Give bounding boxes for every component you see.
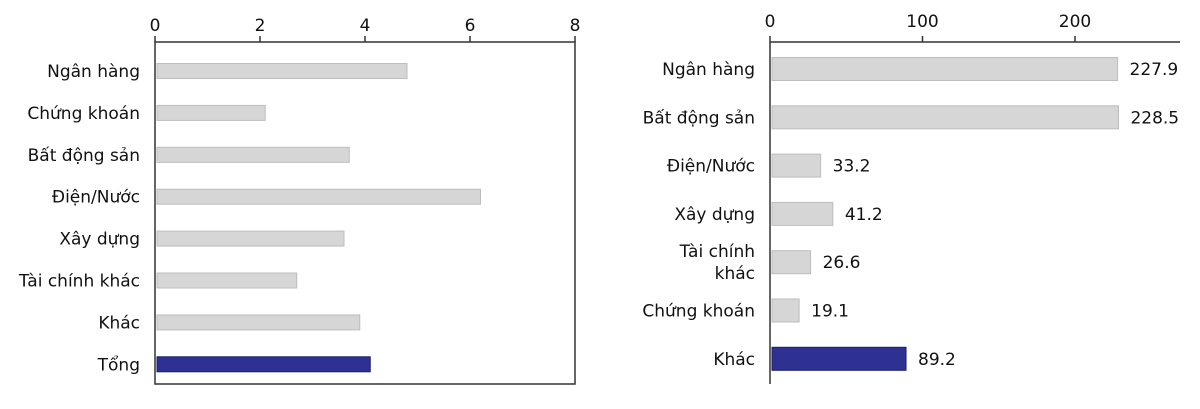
chart-right: 0 100 200 Ngân hàng 227.9 Bất động sản 228.5 Đi… (642, 12, 1180, 384)
x-tick-label: 6 (465, 16, 476, 36)
bar (156, 63, 408, 79)
bar (771, 201, 834, 226)
category-label: Khác (713, 350, 755, 370)
bar (771, 250, 812, 275)
category-label: Khác (98, 313, 140, 333)
data-label: 228.5 (1130, 108, 1179, 128)
category-label: Tổng (97, 354, 140, 375)
category-label: Chứng khoán (642, 302, 755, 322)
data-label: 19.1 (811, 302, 849, 322)
x-tick-label: 100 (906, 12, 938, 32)
bar (156, 188, 481, 205)
x-tick-label: 2 (255, 16, 266, 36)
category-label: Bất động sản (28, 145, 140, 166)
x-tick-label: 8 (570, 16, 581, 36)
category-label: Bất động sản (643, 107, 755, 128)
category-label: Ngân hàng (47, 62, 140, 82)
bar (156, 104, 266, 121)
bar (771, 346, 907, 371)
category-label: Xây dựng (674, 205, 755, 225)
data-label: 41.2 (845, 205, 883, 225)
category-label: Xây dựng (59, 230, 140, 250)
bar (156, 146, 350, 163)
bar (771, 105, 1119, 130)
bar (771, 153, 822, 178)
bar (771, 298, 800, 323)
category-label: Chứng khoán (27, 104, 140, 124)
x-tick-label: 0 (765, 12, 776, 32)
x-tick-label: 4 (360, 16, 371, 36)
bar (156, 356, 371, 373)
bar (156, 272, 298, 289)
category-label: Điện/Nước (52, 188, 140, 208)
plot-frame (154, 41, 576, 385)
category-label: khác (715, 264, 755, 284)
x-tick-label: 200 (1059, 12, 1091, 32)
category-label: Ngân hàng (662, 60, 755, 80)
category-label: Tài chính khác (18, 272, 140, 292)
data-label: 26.6 (823, 253, 861, 273)
data-label: 227.9 (1130, 60, 1179, 80)
category-label: Tài chính (679, 242, 755, 262)
bar (771, 57, 1119, 81)
x-tick-label: 0 (150, 16, 161, 36)
category-label: Điện/Nước (667, 157, 755, 177)
bar (156, 314, 361, 331)
data-label: 89.2 (918, 350, 956, 370)
data-label: 33.2 (833, 157, 871, 177)
chart-left: 0 2 4 6 8 Ngân hàng Chứng khoán Bất động sản Điệ… (18, 16, 581, 385)
bar (156, 230, 345, 247)
